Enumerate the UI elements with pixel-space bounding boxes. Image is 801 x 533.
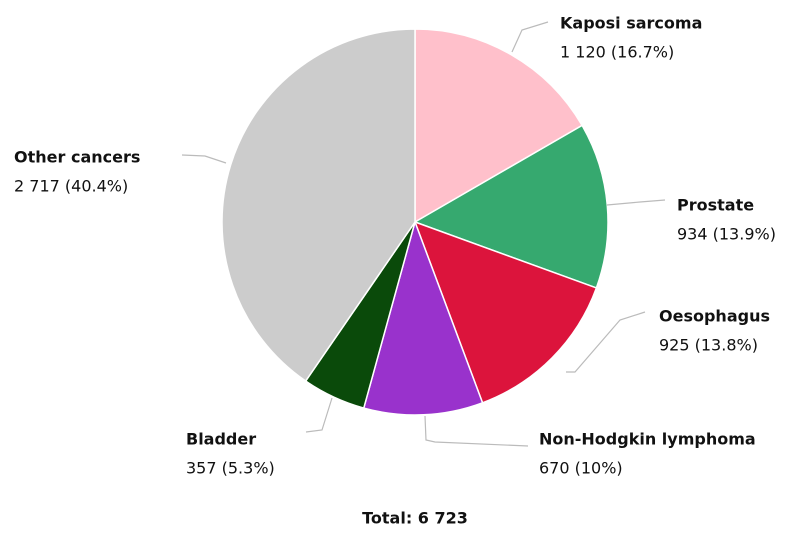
pie-slice	[414, 28, 584, 224]
pie-slice	[413, 220, 598, 404]
leader-line	[424, 415, 529, 447]
leader-line	[305, 397, 333, 433]
slice-label-name: Bladder	[186, 430, 256, 449]
slice-label-value: 2 717 (40.4%)	[14, 177, 128, 196]
slice-label-name: Kaposi sarcoma	[560, 14, 702, 33]
slice-label-value: 934 (13.9%)	[677, 225, 776, 244]
leader-line	[181, 154, 227, 164]
total-caption: Total: 6 723	[362, 509, 468, 528]
slice-label-name: Prostate	[677, 196, 754, 215]
slice-label-value: 670 (10%)	[539, 459, 623, 478]
slice-label-value: 1 120 (16.7%)	[560, 43, 674, 62]
leader-line	[566, 311, 646, 373]
slice-label-name: Other cancers	[14, 148, 140, 167]
slice-label-name: Non-Hodgkin lymphoma	[539, 430, 756, 449]
slice-label-value: 357 (5.3%)	[186, 459, 275, 478]
leader-line	[511, 21, 549, 53]
slice-label-value: 925 (13.8%)	[659, 336, 758, 355]
pie-slice	[362, 219, 484, 416]
leader-line	[606, 199, 666, 206]
slice-label-name: Oesophagus	[659, 307, 770, 326]
pie-slice	[221, 28, 416, 383]
